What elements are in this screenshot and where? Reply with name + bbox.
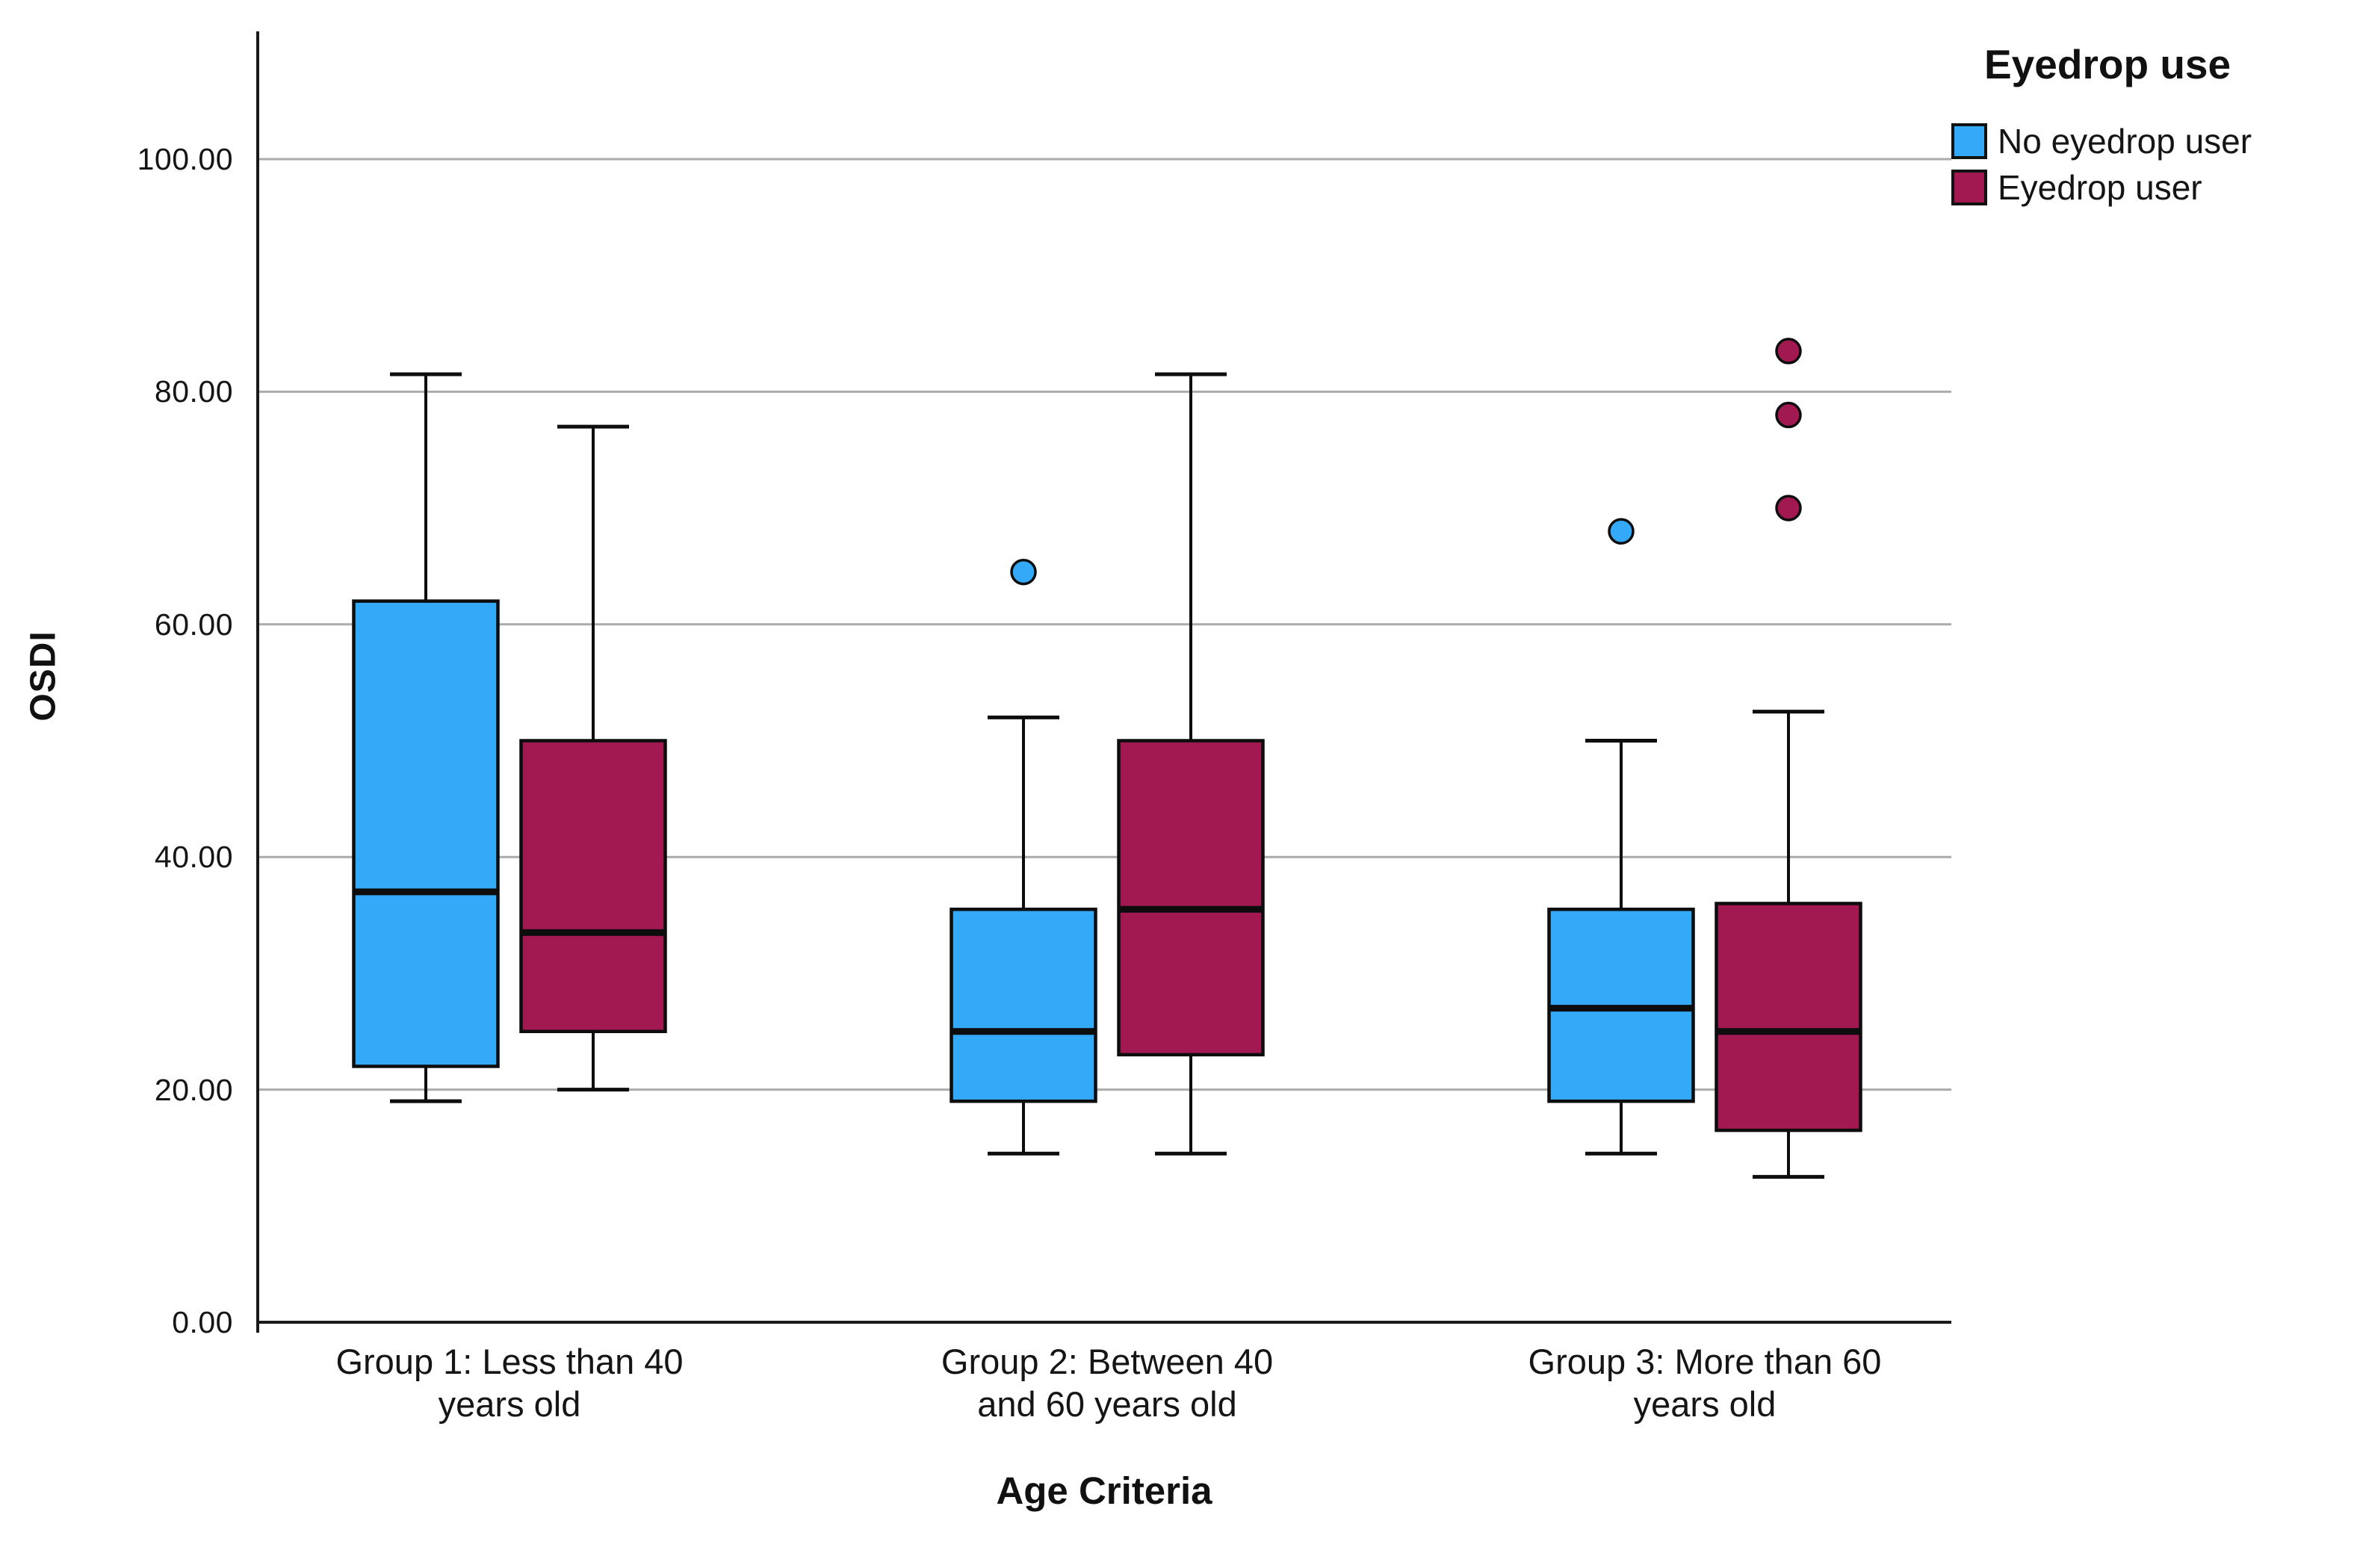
box-blue-group1 [352, 599, 500, 1068]
outlier-maroon-group3-70 [1775, 495, 1802, 521]
category-label-line: Group 3: More than 60 [1528, 1342, 1882, 1381]
y-tick-label-40: 40.00 [154, 840, 233, 875]
outlier-maroon-group3-83.5 [1775, 338, 1802, 365]
category-label-line: Group 2: Between 40 [941, 1342, 1274, 1381]
y-tick-label-80: 80.00 [154, 374, 233, 409]
y-tick-label-0: 0.00 [172, 1305, 233, 1339]
category-label-line: and 60 years old [977, 1384, 1237, 1424]
x-axis-title: Age Criteria [996, 1469, 1212, 1512]
category-label-group-3: Group 3: More than 60 years old [1399, 1340, 2011, 1425]
box-maroon-group2 [1117, 739, 1265, 1057]
y-tick-label-60: 60.00 [154, 607, 233, 642]
category-label-line: years old [1633, 1384, 1777, 1424]
legend-rows: No eyedrop user Eyedrop user [1951, 118, 2347, 211]
legend-title: Eyedrop use [1984, 41, 2231, 87]
outlier-blue-group2-64.5 [1010, 558, 1037, 586]
outlier-blue-group3-68 [1608, 518, 1635, 545]
outlier-maroon-group3-78 [1775, 401, 1802, 429]
category-label-group-1: Group 1: Less than 40 years old [203, 1340, 816, 1425]
y-tick-label-20: 20.00 [154, 1072, 233, 1107]
box-maroon-group3 [1715, 902, 1862, 1132]
y-axis-title: OSDI [23, 630, 64, 722]
box-maroon-group1 [519, 739, 667, 1033]
y-tick-label-100: 100.00 [137, 142, 233, 176]
legend-label: No eyedrop user [1998, 122, 2252, 161]
category-label-line: years old [438, 1384, 581, 1424]
legend-item-no-eyedrop-user: No eyedrop user [1951, 118, 2347, 164]
legend: Eyedrop use No eyedrop user Eyedrop user [1951, 39, 2347, 211]
legend-swatch-no-eyedrop-user [1951, 123, 1987, 159]
legend-swatch-eyedrop-user [1951, 170, 1987, 205]
category-label-group-2: Group 2: Between 40 and 60 years old [801, 1340, 1413, 1425]
box-blue-group2 [950, 908, 1097, 1103]
legend-label: Eyedrop user [1998, 168, 2202, 207]
category-label-line: Group 1: Less than 40 [335, 1342, 684, 1381]
legend-item-eyedrop-user: Eyedrop user [1951, 164, 2347, 211]
